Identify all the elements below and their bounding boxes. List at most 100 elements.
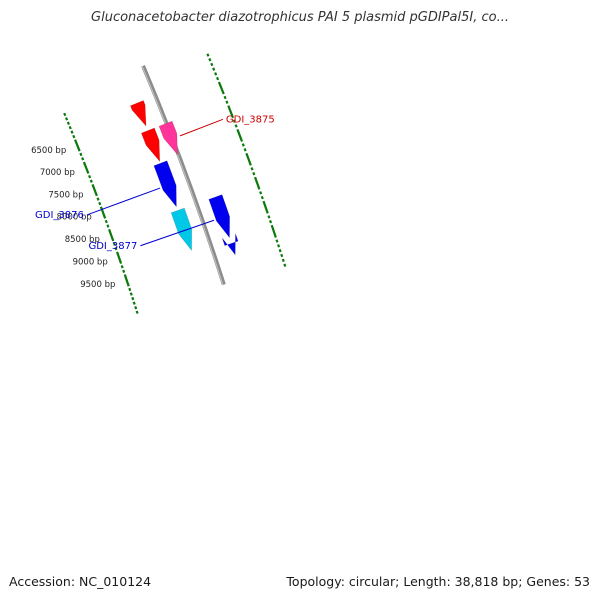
minor-tick bbox=[259, 191, 263, 195]
minor-tick bbox=[114, 246, 118, 251]
minor-tick bbox=[128, 287, 132, 292]
minor-tick bbox=[68, 125, 72, 130]
minor-tick bbox=[106, 224, 110, 228]
minor-tick bbox=[126, 283, 130, 287]
labels-layer: GDI_3875 GDI_3876 GDI_3877 bbox=[35, 114, 275, 251]
minor-tick bbox=[65, 117, 69, 121]
minor-tick bbox=[79, 152, 83, 157]
minor-tick bbox=[112, 242, 116, 246]
major-tick bbox=[108, 230, 114, 240]
minor-tick bbox=[245, 152, 249, 157]
gene-label[interactable]: GDI_3877 bbox=[88, 241, 137, 252]
minor-tick bbox=[234, 124, 238, 128]
minor-tick bbox=[262, 200, 266, 205]
gene-blue[interactable] bbox=[153, 160, 177, 208]
features-layer bbox=[130, 100, 239, 256]
minor-tick bbox=[111, 237, 115, 242]
minor-tick bbox=[131, 296, 135, 301]
major-tick bbox=[116, 253, 122, 262]
minor-tick bbox=[277, 244, 281, 248]
minor-tick bbox=[270, 224, 274, 229]
minor-tick bbox=[281, 258, 285, 263]
minor-tick bbox=[89, 179, 93, 183]
minor-tick bbox=[210, 62, 214, 67]
minor-tick bbox=[280, 253, 284, 258]
minor-tick bbox=[269, 220, 273, 224]
minor-tick bbox=[212, 67, 216, 71]
minor-tick bbox=[129, 292, 133, 296]
gene-blue-bottom[interactable] bbox=[221, 233, 239, 256]
tick-label: 9500 bp bbox=[80, 280, 115, 290]
minor-tick bbox=[278, 248, 282, 253]
minor-tick bbox=[66, 121, 70, 125]
minor-tick bbox=[63, 112, 67, 117]
minor-tick bbox=[77, 148, 81, 152]
major-tick bbox=[246, 155, 252, 164]
minor-tick bbox=[273, 234, 277, 238]
minor-tick bbox=[119, 260, 123, 264]
gene-blue-outer[interactable] bbox=[208, 194, 230, 239]
accession-text: Accession: NC_010124 bbox=[9, 574, 152, 589]
tick-label: 8500 bp bbox=[65, 235, 100, 245]
backbone-layer bbox=[141, 65, 226, 286]
gene-red-top[interactable] bbox=[130, 100, 147, 127]
major-tick bbox=[218, 83, 224, 93]
minor-tick bbox=[122, 269, 126, 273]
major-tick bbox=[254, 179, 260, 188]
minor-tick bbox=[103, 215, 107, 219]
minor-tick bbox=[70, 130, 74, 134]
minor-tick bbox=[72, 134, 76, 139]
minor-tick bbox=[206, 53, 210, 57]
minor-tick bbox=[216, 76, 220, 81]
major-tick bbox=[100, 208, 106, 217]
minor-tick bbox=[232, 119, 236, 123]
minor-tick bbox=[86, 170, 90, 174]
minor-tick bbox=[265, 210, 269, 214]
minor-tick bbox=[104, 219, 108, 224]
minor-tick bbox=[132, 301, 136, 305]
major-tick bbox=[271, 227, 277, 236]
minor-tick bbox=[96, 197, 100, 201]
minor-tick bbox=[236, 129, 240, 133]
minor-tick bbox=[98, 201, 102, 206]
minor-tick bbox=[225, 100, 229, 104]
minor-tick bbox=[283, 263, 287, 267]
major-tick bbox=[92, 185, 98, 195]
minor-tick bbox=[134, 306, 138, 310]
gene-label[interactable]: GDI_3875 bbox=[226, 114, 275, 125]
label-leader-line bbox=[140, 219, 215, 247]
major-tick bbox=[237, 131, 243, 140]
minor-tick bbox=[223, 95, 227, 100]
plasmid-backbone-highlight bbox=[141, 65, 224, 286]
gene-cyan[interactable] bbox=[170, 207, 193, 252]
ticks-layer: 6500 bp 7000 bp 7500 bp 8000 bp 8500 bp 9000 … bbox=[31, 53, 287, 314]
minor-tick bbox=[94, 192, 98, 197]
map-summary-text: Topology: circular; Length: 38,818 bp; G… bbox=[286, 574, 590, 589]
minor-tick bbox=[275, 239, 279, 243]
tick-label: 9000 bp bbox=[73, 258, 108, 268]
minor-tick bbox=[221, 91, 225, 95]
minor-tick bbox=[227, 105, 231, 109]
tick-label: 7500 bp bbox=[48, 190, 83, 200]
minor-tick bbox=[241, 143, 245, 147]
major-tick bbox=[74, 141, 80, 150]
major-tick bbox=[124, 276, 130, 285]
minor-tick bbox=[230, 114, 235, 119]
tick-label: 8000 bp bbox=[57, 213, 92, 223]
minor-tick bbox=[214, 72, 218, 76]
gene-red[interactable] bbox=[140, 127, 161, 163]
plasmid-backbone bbox=[141, 65, 226, 286]
minor-tick bbox=[248, 162, 252, 166]
minor-tick bbox=[208, 58, 212, 62]
minor-tick bbox=[120, 265, 124, 269]
tick-label: 6500 bp bbox=[31, 146, 66, 156]
major-tick bbox=[83, 163, 89, 172]
label-leader-line bbox=[86, 187, 161, 216]
minor-tick bbox=[217, 81, 221, 86]
gene-pink[interactable] bbox=[158, 120, 178, 156]
minor-tick bbox=[88, 174, 92, 179]
minor-tick bbox=[243, 148, 247, 152]
gene-label[interactable]: GDI_3876 bbox=[35, 210, 84, 221]
map-title: Gluconacetobacter diazotrophicus PAI 5 p… bbox=[91, 10, 509, 25]
